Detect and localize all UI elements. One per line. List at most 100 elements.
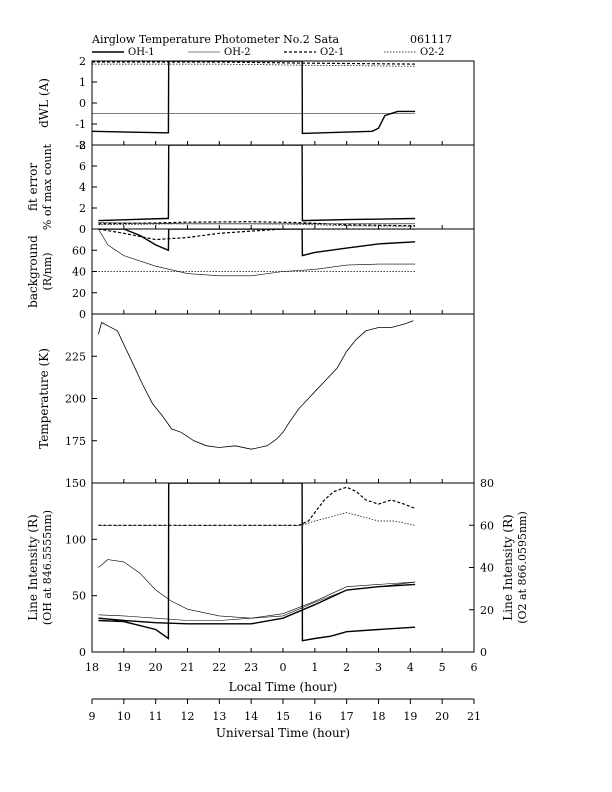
universal-tick-label: 19 — [403, 710, 417, 723]
y-axis-label: Temperature (K) — [37, 348, 51, 449]
universal-tick-label: 11 — [149, 710, 163, 723]
panel-temperature: 225 200 175 Temperature (K) — [37, 313, 475, 484]
series-line-oh-1 — [98, 229, 416, 257]
legend: OH-1 OH-2 O2-1 O2-2 — [92, 47, 444, 58]
chart-header: Airglow Temperature Photometer No.2 Sata… — [91, 33, 452, 46]
y-tick-label: 50 — [72, 590, 86, 603]
universal-axis-label: Universal Time (hour) — [216, 726, 350, 740]
y-tick-label: 1 — [79, 76, 86, 89]
series-group — [98, 320, 414, 450]
y-tick-label: 60 — [72, 244, 86, 257]
y-tick-label-right: 40 — [480, 562, 494, 575]
series-line-o2-2 — [92, 63, 416, 67]
series-line-o2-2 — [98, 512, 416, 526]
universal-tick-label: 9 — [89, 710, 96, 723]
chart-title: Airglow Temperature Photometer No.2 — [91, 33, 310, 46]
local-tick-label: 19 — [117, 661, 131, 674]
legend-entry-oh-1: OH-1 — [92, 47, 155, 58]
y-tick-label-right: 0 — [480, 646, 487, 659]
y-axis-label: (OH at 846.5555nm) — [41, 510, 54, 625]
series-group — [98, 229, 416, 277]
series-line-oh-2-low — [98, 581, 416, 621]
series-line-o2-1 — [98, 221, 416, 227]
universal-tick-label: 21 — [467, 710, 481, 723]
local-tick-label: 18 — [85, 661, 99, 674]
series-line-o2-1 — [98, 486, 416, 526]
local-tick-label: 23 — [244, 661, 258, 674]
universal-tick-label: 20 — [435, 710, 449, 723]
y-tick-label-right: 60 — [480, 519, 494, 532]
local-tick-label: 1 — [311, 661, 318, 674]
y-tick-label-right: 80 — [480, 477, 494, 490]
panel-frame — [91, 144, 475, 230]
series-group — [92, 61, 416, 135]
series-group — [98, 483, 416, 642]
y-tick-label: 100 — [65, 533, 86, 546]
series-line-o2-1 — [98, 229, 416, 241]
y-tick-label: 225 — [65, 350, 86, 363]
y-axis-label: dWL (A) — [37, 78, 51, 128]
y-axis-label: % of max count — [41, 143, 54, 230]
y-tick-label: 150 — [65, 477, 86, 490]
series-line-oh-1 — [98, 483, 416, 642]
series-line-oh-1 — [92, 61, 416, 135]
legend-entry-oh-2: OH-2 — [188, 47, 251, 58]
y-tick-label-right: 20 — [480, 604, 494, 617]
local-tick-label: 4 — [407, 661, 414, 674]
universal-tick-label: 18 — [372, 710, 386, 723]
universal-tick-label: 12 — [181, 710, 195, 723]
y-tick-label: 0 — [79, 223, 86, 236]
y-axis-label-right: (O2 at 866.0595nm) — [516, 511, 529, 624]
series-line-oh-1 — [98, 145, 416, 222]
y-tick-label: 0 — [79, 646, 86, 659]
universal-tick-label: 14 — [244, 710, 258, 723]
y-tick-label: 2 — [79, 55, 86, 68]
panel-fit-error: 8 6 4 2 0 fit error% of max count — [26, 139, 475, 236]
panel-frame — [91, 313, 475, 484]
universal-tick-label: 15 — [276, 710, 290, 723]
local-axis-label: Local Time (hour) — [229, 680, 338, 694]
panel-frame — [91, 482, 475, 653]
local-tick-label: 2 — [343, 661, 350, 674]
series-line-oh — [98, 320, 414, 450]
date-label: 061117 — [410, 33, 452, 46]
y-tick-label: -1 — [75, 118, 86, 131]
y-tick-label: 175 — [65, 435, 86, 448]
y-tick-label: 20 — [72, 287, 86, 300]
local-tick-label: 5 — [439, 661, 446, 674]
universal-tick-label: 10 — [117, 710, 131, 723]
legend-label: O2-1 — [320, 47, 344, 58]
y-axis-label: Line Intensity (R) — [26, 514, 40, 620]
site-label: Sata — [314, 33, 340, 46]
series-line-oh-1-low — [98, 583, 416, 625]
universal-tick-label: 16 — [308, 710, 322, 723]
y-axis-label: (R/nm) — [41, 252, 54, 290]
universal-tick-label: 13 — [212, 710, 226, 723]
local-tick-label: 3 — [375, 661, 382, 674]
universal-tick-label: 17 — [340, 710, 354, 723]
y-axis-label: background — [26, 235, 40, 308]
local-tick-label: 20 — [149, 661, 163, 674]
series-line-o2-1 — [92, 61, 416, 65]
y-tick-label: 40 — [72, 266, 86, 279]
legend-entry-o2-2: O2-2 — [384, 47, 444, 58]
local-tick-label: 0 — [280, 661, 287, 674]
y-axis-label: fit error — [26, 163, 40, 211]
legend-label: O2-2 — [420, 47, 444, 58]
y-axis-label-right: Line Intensity (R) — [501, 514, 515, 620]
y-tick-label: 8 — [79, 139, 86, 152]
legend-label: OH-1 — [128, 47, 155, 58]
y-tick-label: 200 — [65, 393, 86, 406]
y-tick-label: 0 — [79, 308, 86, 321]
y-tick-label: 0 — [79, 97, 86, 110]
legend-label: OH-2 — [224, 47, 251, 58]
y-tick-label: 2 — [79, 202, 86, 215]
local-tick-label: 21 — [181, 661, 195, 674]
legend-entry-o2-1: O2-1 — [284, 47, 344, 58]
series-group — [98, 145, 416, 227]
series-line-oh-2 — [98, 559, 416, 619]
